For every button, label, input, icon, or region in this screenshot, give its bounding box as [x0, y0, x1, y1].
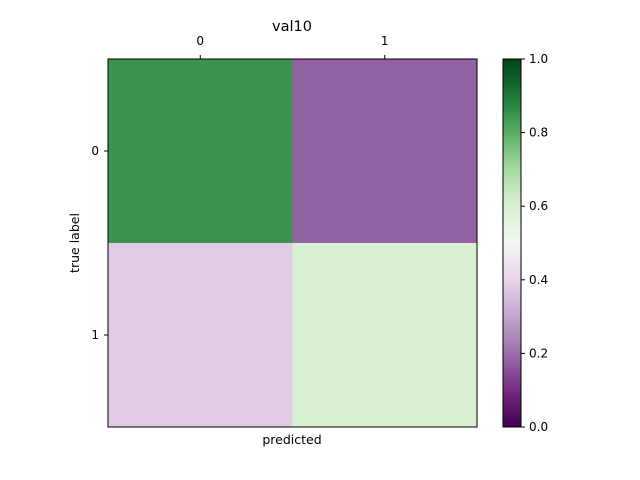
colorbar-tick-label: 0.0: [529, 420, 548, 434]
y-axis-label: true label: [67, 213, 82, 273]
y-tick-label: 1: [91, 328, 99, 342]
chart-title: val10: [272, 19, 312, 35]
colorbar-tick-label: 0.2: [529, 346, 548, 360]
x-tick-label: 0: [196, 34, 204, 48]
colorbar: [502, 58, 522, 428]
colorbar-tick-label: 0.8: [529, 126, 548, 140]
heatmap-cell-1-1: [292, 243, 478, 428]
y-axis-ticks: 01: [91, 144, 108, 342]
colorbar-tick-label: 1.0: [529, 52, 548, 66]
x-tick-label: 1: [381, 34, 389, 48]
y-tick-label: 0: [91, 144, 99, 158]
plot-frame: [107, 58, 478, 428]
colorbar-tick-label: 0.4: [529, 273, 548, 287]
heatmap-cell-1-0: [108, 243, 293, 428]
heatmap-cell-0-0: [108, 59, 293, 244]
colorbar-ticks: 0.0 0.2 0.4 0.6 0.8 1.0: [521, 52, 548, 434]
x-axis-label: predicted: [262, 432, 321, 447]
colorbar-tick-label: 0.6: [529, 199, 548, 213]
heatmap-cells: [108, 59, 478, 428]
heatmap-cell-0-1: [292, 59, 478, 244]
